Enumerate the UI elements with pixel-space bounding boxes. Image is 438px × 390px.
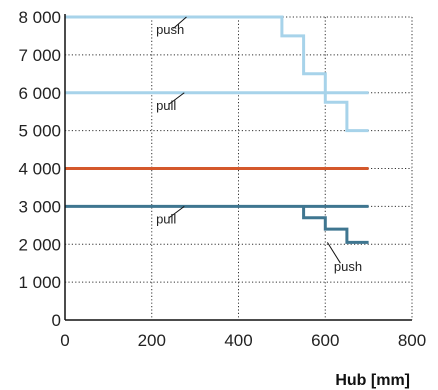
annotation-label: pull [156, 211, 176, 226]
x-tick-label: 800 [398, 331, 426, 350]
y-tick-label: 1 000 [18, 273, 61, 292]
x-tick-label: 600 [311, 331, 339, 350]
y-tick-label: 3 000 [18, 197, 61, 216]
series-dark-push [302, 206, 369, 244]
axes: 0 1 000 2 000 3 000 4 000 5 000 6 000 7 000 8 00… [18, 8, 426, 350]
x-tick-label: 400 [224, 331, 252, 350]
y-tick-label: 5 000 [18, 122, 61, 141]
y-tick-label: 8 000 [18, 8, 61, 27]
annotation-label: pull [156, 98, 176, 113]
series-light-push [65, 15, 369, 133]
x-axis-title: Hub [mm] [335, 372, 410, 389]
annotation-label: push [334, 259, 362, 274]
x-tick-label: 200 [138, 331, 166, 350]
y-tick-label: 7 000 [18, 46, 61, 65]
annotation-leader [168, 92, 185, 105]
annotations: push pull pull push [156, 16, 362, 274]
y-tick-label: 4 000 [18, 160, 61, 179]
annotation-leader [173, 16, 187, 29]
y-tick-label: 0 [52, 311, 61, 330]
annotation-leader [326, 242, 341, 264]
x-tick-label: 0 [60, 331, 69, 350]
y-tick-label: 2 000 [18, 235, 61, 254]
series-layer [65, 15, 369, 244]
annotation-leader [168, 205, 185, 219]
annotation-label: push [156, 22, 184, 37]
y-tick-label: 6 000 [18, 84, 61, 103]
